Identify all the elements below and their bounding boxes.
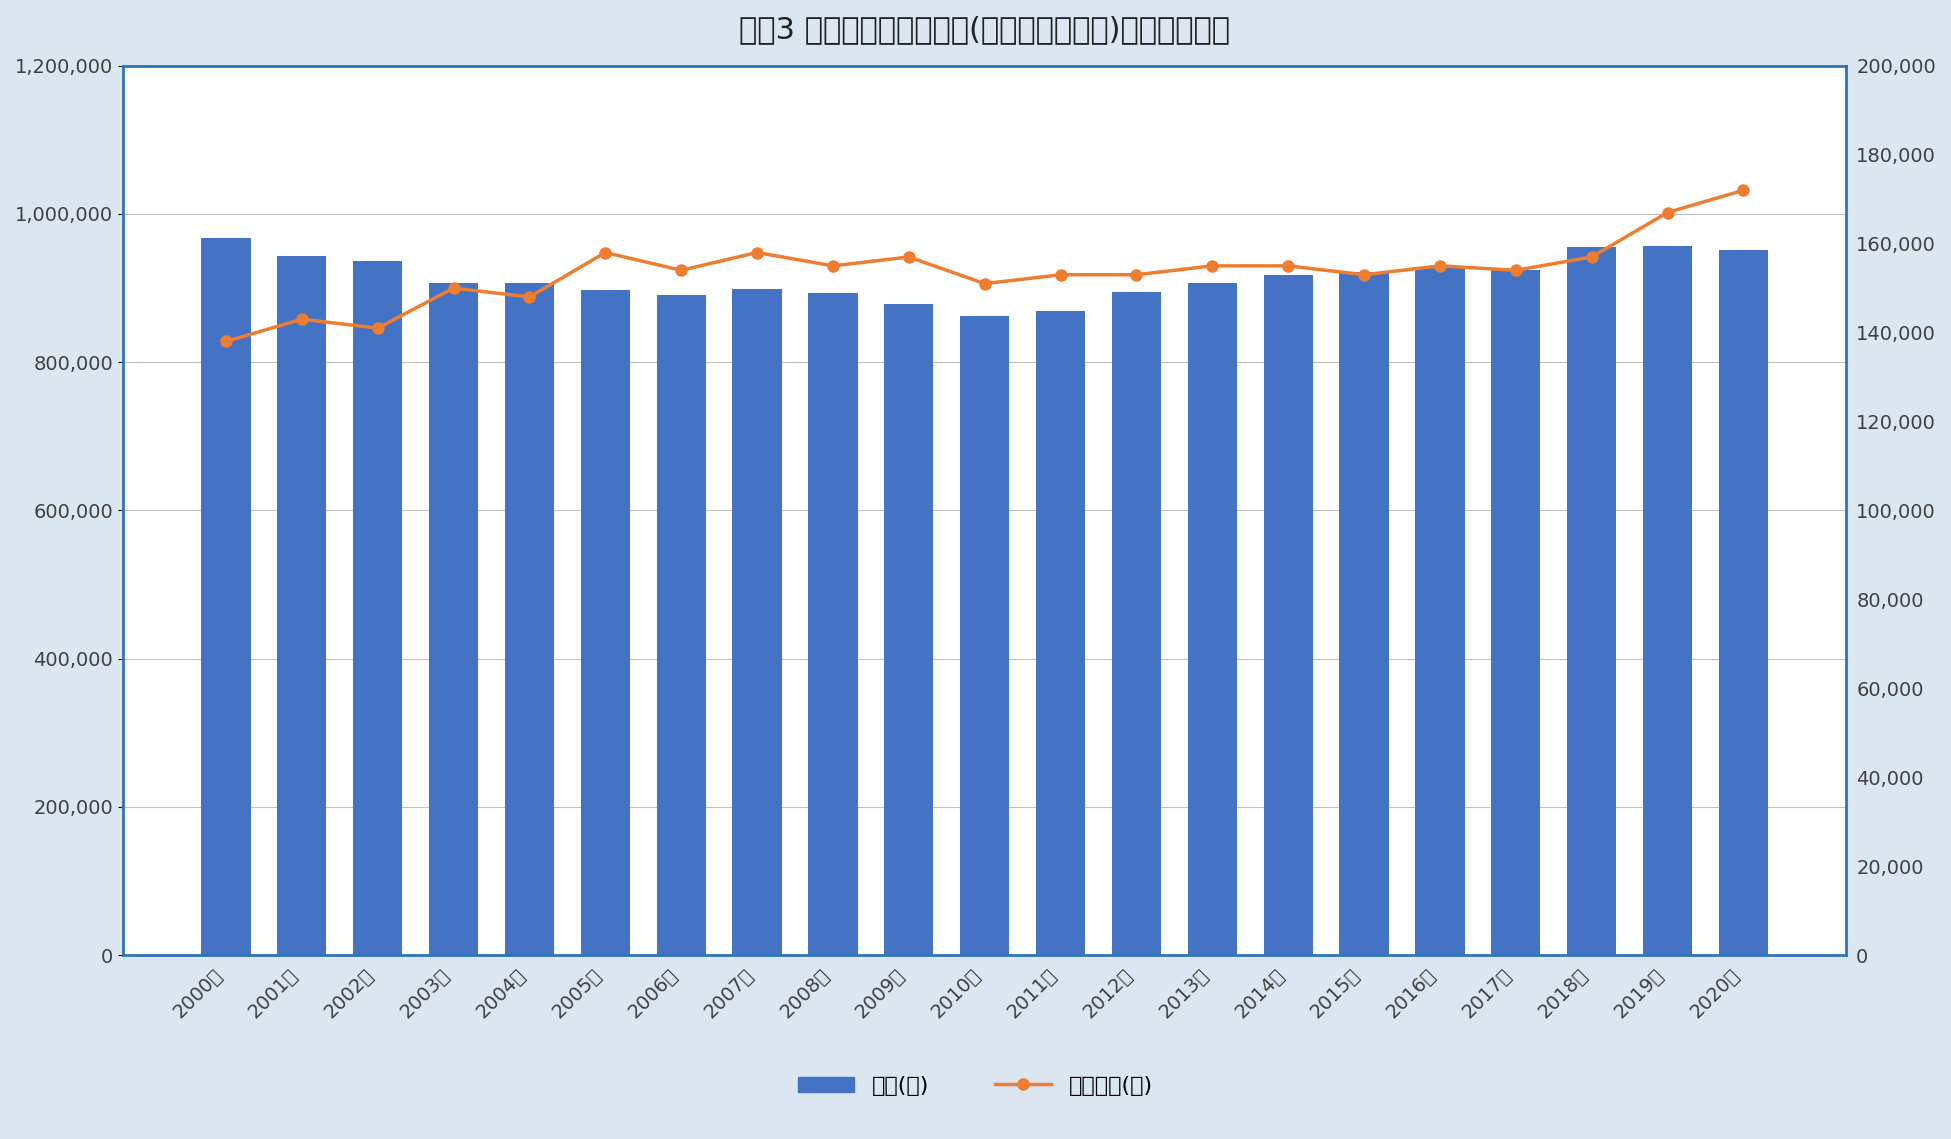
Bar (1414, 267, 1465, 954)
Bar (1340, 272, 1389, 954)
Bar (1112, 292, 1161, 954)
保険医療(円) (367, 321, 390, 335)
Bar (201, 238, 250, 954)
保険医療(円) (821, 259, 845, 272)
Bar (353, 262, 402, 954)
保険医療(円) (745, 246, 769, 260)
保険医療(円) (1124, 268, 1147, 281)
保険医療(円) (1580, 251, 1604, 264)
保険医療(円) (1732, 183, 1756, 197)
保険医療(円) (517, 290, 540, 304)
Bar (505, 282, 554, 954)
Bar (1188, 282, 1237, 954)
Bar (277, 256, 326, 954)
Line: 保険医療(円): 保険医療(円) (220, 185, 1748, 347)
保険医療(円) (593, 246, 617, 260)
保険医療(円) (1050, 268, 1073, 281)
保険医療(円) (1352, 268, 1375, 281)
保険医療(円) (1504, 263, 1528, 277)
Bar (1491, 270, 1541, 954)
Bar (1643, 246, 1692, 954)
Bar (1567, 246, 1615, 954)
Bar (1719, 249, 1768, 954)
保険医療(円) (1428, 259, 1452, 272)
Bar (808, 293, 858, 954)
Bar (960, 316, 1009, 954)
Title: 図表3 年間支出金額の推移(二人以上の世帯)家計調査年報: 図表3 年間支出金額の推移(二人以上の世帯)家計調査年報 (739, 15, 1231, 44)
Bar (732, 289, 782, 954)
Legend: 食料(円), 保険医療(円): 食料(円), 保険医療(円) (790, 1067, 1161, 1105)
保険医療(円) (215, 335, 238, 349)
保険医療(円) (669, 263, 693, 277)
Bar (581, 289, 630, 954)
保険医療(円) (1656, 206, 1680, 220)
保険医療(円) (897, 251, 921, 264)
Bar (884, 304, 933, 954)
保険医療(円) (441, 281, 464, 295)
保険医療(円) (1276, 259, 1299, 272)
Bar (429, 282, 478, 954)
Bar (657, 295, 706, 954)
保険医療(円) (1200, 259, 1223, 272)
Bar (1036, 311, 1085, 954)
保険医療(円) (291, 312, 314, 326)
保険医療(円) (974, 277, 997, 290)
Bar (1264, 276, 1313, 954)
